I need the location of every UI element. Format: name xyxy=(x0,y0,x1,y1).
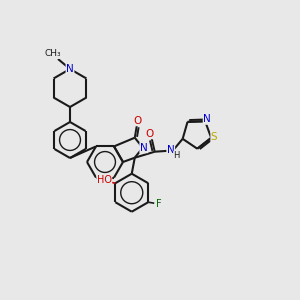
Text: F: F xyxy=(156,199,162,209)
Text: N: N xyxy=(140,143,148,153)
Text: O: O xyxy=(134,116,142,126)
Text: H: H xyxy=(174,151,180,160)
Text: N: N xyxy=(203,114,211,124)
Text: HO: HO xyxy=(97,175,112,185)
Text: N: N xyxy=(66,64,74,74)
Text: CH₃: CH₃ xyxy=(45,50,61,58)
Text: S: S xyxy=(211,132,217,142)
Text: N: N xyxy=(167,145,175,155)
Text: O: O xyxy=(146,129,154,139)
